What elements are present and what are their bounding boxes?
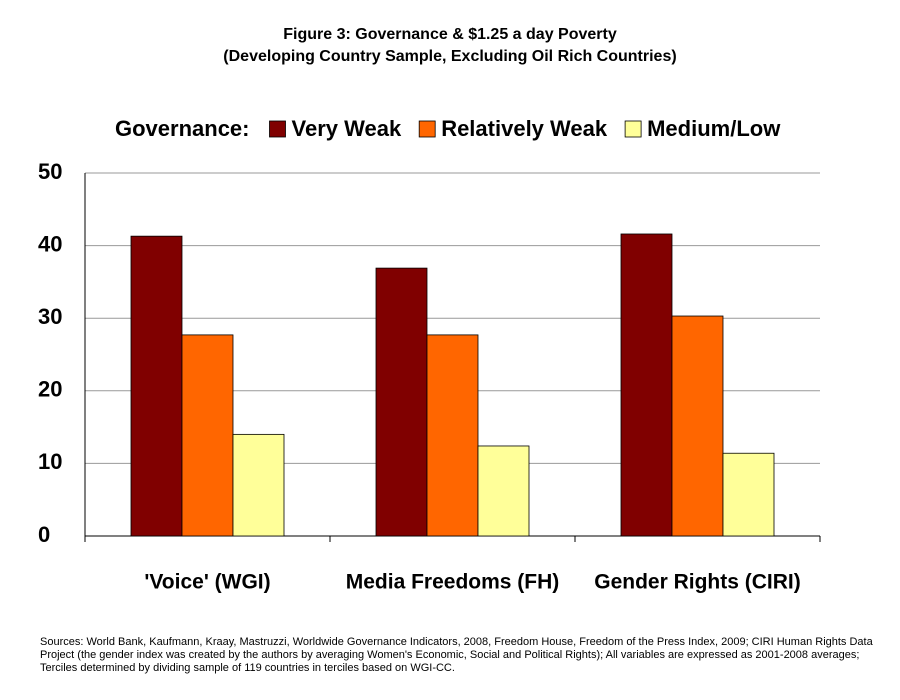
legend-label: Medium/Low [647,116,781,141]
bar [620,233,673,537]
legend-label: Very Weak [292,116,402,141]
y-tick-label: 0 [38,522,50,547]
legend-label: Relatively Weak [441,116,608,141]
source-note: Sources: World Bank, Kaufmann, Kraay, Ma… [40,636,873,674]
y-tick-label: 20 [38,377,62,402]
y-tick-label: 40 [38,231,62,256]
bar [671,315,724,537]
bar [232,433,285,537]
legend-swatch [269,120,286,138]
chart-title: Figure 3: Governance & $1.25 a day Pover… [283,26,617,43]
legend-title: Governance: [115,116,250,141]
bar [426,334,479,537]
bar [130,235,183,537]
x-tick-label: Gender Rights (CIRI) [594,571,801,594]
legend-swatch [418,120,436,138]
y-tick-label: 50 [38,159,62,184]
bar [722,452,775,537]
chart: Figure 3: Governance & $1.25 a day Pover… [38,26,821,594]
x-tick-label: 'Voice' (WGI) [144,571,270,594]
x-tick-label: Media Freedoms (FH) [346,571,560,594]
bar [181,334,234,537]
legend-swatch [624,120,642,138]
y-tick-label: 10 [38,449,62,474]
chart-subtitle: (Developing Country Sample, Excluding Oi… [223,48,676,65]
bar [477,445,530,537]
bar [375,267,428,537]
y-tick-label: 30 [38,304,62,329]
